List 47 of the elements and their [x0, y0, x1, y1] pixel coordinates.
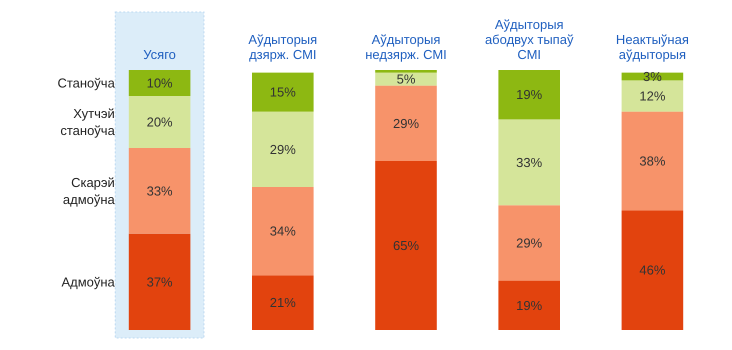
bar: [498, 205, 560, 281]
data-label: 29%: [270, 142, 296, 157]
data-label: 21%: [270, 295, 296, 310]
data-label: 65%: [392, 238, 420, 253]
data-label: 38%: [639, 154, 666, 168]
x-tick-label: Аўдыторыя недзярж. СМІ: [365, 32, 447, 62]
series-label: Хутчэй станоўча: [60, 106, 116, 138]
bar: [622, 112, 684, 210]
bar: [128, 70, 190, 96]
bar: [375, 86, 437, 161]
bar: [252, 72, 314, 112]
data-label: 29%: [392, 116, 420, 131]
data-label: 12%: [639, 88, 666, 104]
data-label: 29%: [516, 235, 543, 250]
data-label: 15%: [270, 84, 296, 100]
data-label: 5%: [396, 72, 416, 87]
x-tick-label: Неактыўная аўдыторыя: [616, 32, 689, 62]
bar: [498, 119, 560, 206]
data-label: 34%: [270, 224, 296, 239]
bar: [128, 234, 190, 330]
series-label: Станоўча: [57, 76, 116, 90]
data-label: 37%: [146, 274, 174, 290]
data-label: 3%: [643, 69, 662, 84]
bar: [622, 80, 684, 112]
data-label: 10%: [146, 76, 174, 90]
data-label: 33%: [146, 183, 174, 198]
series-label: Адмоўна: [61, 274, 116, 290]
data-label: 19%: [516, 298, 543, 313]
x-tick-label: Аўдыторыя абодвух тыпаў СМІ: [484, 17, 574, 62]
bar: [252, 112, 314, 187]
data-label: 46%: [639, 262, 666, 278]
x-tick-label: Усяго: [143, 47, 176, 62]
bar: [622, 210, 684, 330]
bar: [498, 280, 560, 330]
bar: [252, 275, 314, 330]
bar: [498, 70, 560, 120]
bar: [128, 148, 190, 234]
x-tick-label: Аўдыторыя дзярж. СМІ: [248, 32, 318, 62]
data-label: 20%: [146, 114, 174, 130]
bar: [375, 72, 437, 86]
bar: [375, 161, 437, 330]
series-label: Скарэй адмоўна: [62, 174, 116, 207]
data-label: 33%: [516, 154, 543, 170]
bar: [375, 70, 437, 73]
bar: [252, 187, 314, 276]
data-label: 19%: [516, 87, 543, 102]
bar: [128, 96, 190, 148]
